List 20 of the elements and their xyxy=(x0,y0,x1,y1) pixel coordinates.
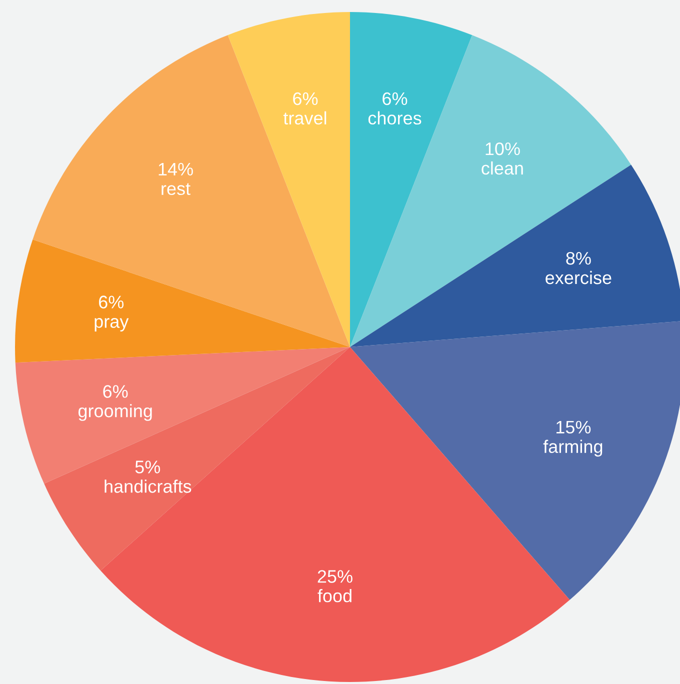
data-label: 6% xyxy=(99,296,124,308)
slice-label: travel xyxy=(283,111,326,125)
data-label: 14% xyxy=(158,162,193,176)
slice-label: rest xyxy=(162,183,190,196)
slice-label: chores xyxy=(368,111,422,125)
data-label: 5% xyxy=(135,460,160,474)
data-label: 10% xyxy=(486,142,520,156)
slice-label: food xyxy=(318,589,352,602)
slice-label: handicrafts xyxy=(104,480,192,493)
slice-label: pray xyxy=(94,318,129,332)
data-label: 6% xyxy=(382,92,408,106)
slice-label: farming xyxy=(543,440,602,457)
data-label: 15% xyxy=(556,420,591,434)
slice-label: grooming xyxy=(78,404,152,421)
slice-label: exercise xyxy=(546,270,612,284)
data-label: 8% xyxy=(566,252,591,265)
slice-label: clean xyxy=(482,161,523,175)
data-label: 6% xyxy=(103,385,128,398)
data-label: 6% xyxy=(293,92,318,106)
data-label: 25% xyxy=(318,570,352,583)
